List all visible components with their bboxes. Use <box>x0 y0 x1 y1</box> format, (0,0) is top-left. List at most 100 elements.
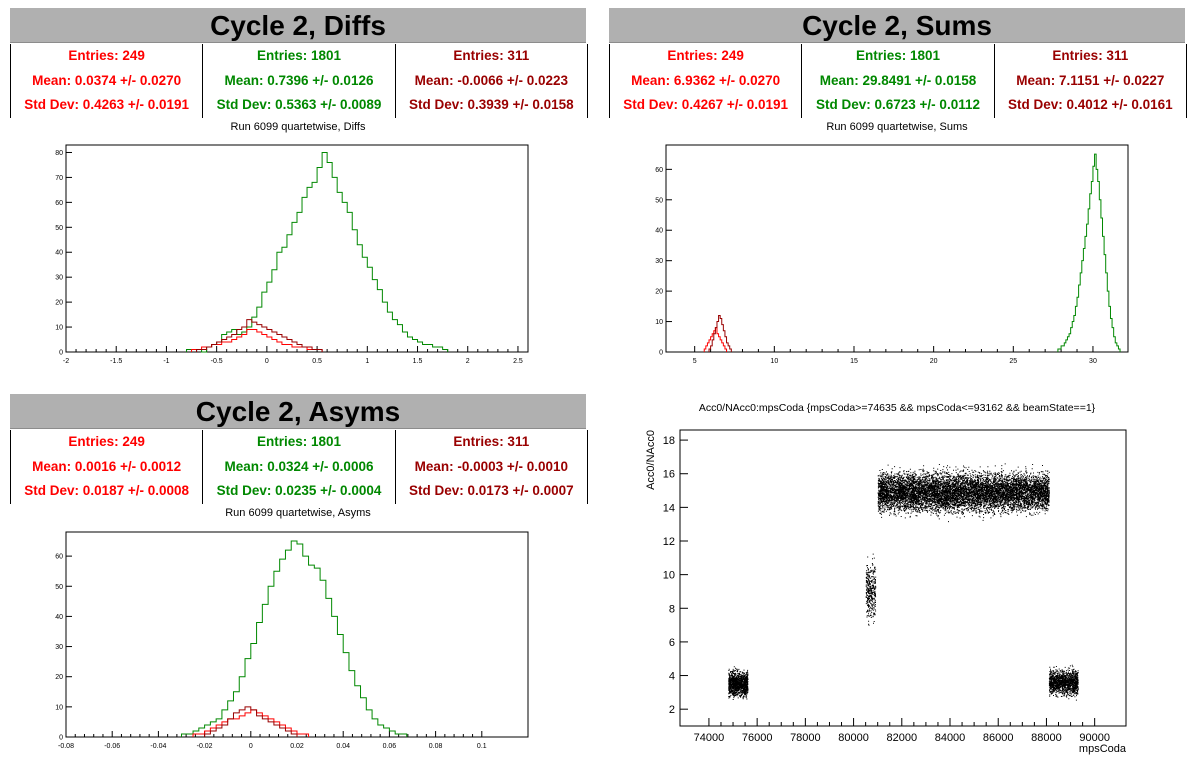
stddev-label: Std Dev: 0.4267 +/- 0.0191 <box>623 97 789 112</box>
y-tick-label: 14 <box>663 502 675 514</box>
stddev-label: Std Dev: 0.0187 +/- 0.0008 <box>24 483 190 498</box>
histogram-plot-3: -0.08 -0.06 -0.04 -0.02 0 0.02 0.04 0.06 0.08 0.1… <box>55 531 529 750</box>
stats-column-1: Entries: 249 Mean: 0.0374 +/- 0.0270 Std… <box>11 44 204 118</box>
y-tick-label: 30 <box>655 258 663 265</box>
stats-column-3: Entries: 311 Mean: 7.1151 +/- 0.0227 Std… <box>995 44 1186 118</box>
scatter-cluster-2 <box>865 553 877 626</box>
y-tick-label: 10 <box>55 704 63 711</box>
sums-title-banner: Cycle 2, Sums <box>609 8 1185 43</box>
mean-label: Mean: 0.0324 +/- 0.0006 <box>224 458 374 474</box>
entries-label: Entries: 249 <box>68 48 145 63</box>
entries-label: Entries: 1801 <box>256 434 342 449</box>
x-axis-label: mpsCoda <box>1079 743 1127 755</box>
y-tick-label: 0 <box>59 350 63 357</box>
y-tick-label: 10 <box>663 570 675 582</box>
x-tick-label: -0.06 <box>104 743 120 750</box>
x-tick-label: 30 <box>1089 358 1097 365</box>
x-tick-label: 0.04 <box>336 743 350 750</box>
y-axis-label: Acc0/NAcc0 <box>645 430 657 490</box>
stddev-label: Std Dev: 0.0235 +/- 0.0004 <box>216 483 382 498</box>
mean-label: Mean: 7.1151 +/- 0.0227 <box>1016 72 1165 88</box>
plot-frame <box>665 144 1129 353</box>
y-tick-label: 0 <box>659 350 663 357</box>
entries-label: Entries: 249 <box>68 434 145 449</box>
entries-label: Entries: 1801 <box>855 48 941 63</box>
histogram-series-1 <box>181 540 408 737</box>
y-tick-label: 10 <box>55 325 63 332</box>
y-tick-label: 16 <box>663 469 675 481</box>
diffs-stats-box: Entries: 249 Mean: 0.0374 +/- 0.0270 Std… <box>10 44 588 118</box>
y-tick-label: 40 <box>55 614 63 621</box>
x-tick-label: 88000 <box>1031 732 1062 744</box>
diffs-plot-title: Run 6099 quartetwise, Diffs <box>230 121 366 133</box>
y-tick-label: 20 <box>655 289 663 296</box>
x-tick-label: -0.04 <box>150 743 166 750</box>
stddev-label: Std Dev: 0.0173 +/- 0.0007 <box>408 483 574 498</box>
x-tick-label: 0.1 <box>477 743 487 750</box>
scatter-cluster-1 <box>728 666 749 700</box>
sums-stats-box: Entries: 249 Mean: 6.9362 +/- 0.0270 Std… <box>609 44 1187 118</box>
scatter-plot-title: Acc0/NAcc0:mpsCoda {mpsCoda>=74635 && mp… <box>698 402 1096 414</box>
entries-label: Entries: 311 <box>453 434 530 449</box>
x-tick-label: 0.02 <box>290 743 304 750</box>
mean-label: Mean: 0.0374 +/- 0.0270 <box>32 72 182 88</box>
plot-frame <box>65 144 529 353</box>
x-tick-label: 20 <box>930 358 938 365</box>
y-tick-label: 60 <box>55 554 63 561</box>
stddev-label: Std Dev: 0.5363 +/- 0.0089 <box>216 97 382 112</box>
x-tick-label: 1 <box>365 358 369 365</box>
scatter-plot: 74000 76000 78000 80000 82000 84000 86000 88000… <box>645 429 1127 755</box>
y-tick-label: 50 <box>655 197 663 204</box>
x-tick-label: 82000 <box>886 732 917 744</box>
stddev-label: Std Dev: 0.4263 +/- 0.0191 <box>24 97 190 112</box>
x-tick-label: 1.5 <box>413 358 423 365</box>
y-tick-label: 80 <box>55 150 63 157</box>
stddev-label: Std Dev: 0.4012 +/- 0.0161 <box>1007 97 1173 112</box>
x-tick-label: -0.02 <box>197 743 213 750</box>
y-tick-label: 4 <box>669 671 675 683</box>
mean-label: Mean: 6.9362 +/- 0.0270 <box>631 72 781 88</box>
y-tick-label: 50 <box>55 225 63 232</box>
histogram-series-3 <box>708 314 732 352</box>
mean-label: Mean: 0.0016 +/- 0.0012 <box>32 458 182 474</box>
asyms-title-banner: Cycle 2, Asyms <box>10 394 586 429</box>
plot-frame <box>65 531 529 738</box>
mean-label: Mean: -0.0066 +/- 0.0223 <box>414 72 569 88</box>
stats-column-2: Entries: 1801 Mean: 0.0324 +/- 0.0006 St… <box>203 430 396 504</box>
y-tick-label: 0 <box>59 735 63 742</box>
histogram-series-1 <box>1057 153 1121 352</box>
stddev-label: Std Dev: 0.3939 +/- 0.0158 <box>408 97 574 112</box>
x-tick-label: 2 <box>466 358 470 365</box>
scatter-cluster-4 <box>1048 664 1079 701</box>
x-tick-label: 15 <box>850 358 858 365</box>
x-tick-label: 0 <box>265 358 269 365</box>
y-tick-label: 6 <box>669 637 675 649</box>
y-tick-label: 60 <box>55 200 63 207</box>
x-tick-label: -0.08 <box>58 743 74 750</box>
histogram-series-3 <box>204 706 298 737</box>
y-tick-label: 30 <box>55 275 63 282</box>
x-tick-label: 0.5 <box>312 358 322 365</box>
x-tick-label: 90000 <box>1079 732 1110 744</box>
y-tick-label: 8 <box>669 603 675 615</box>
histogram-plot-2: 5 10 15 20 25 30 0 10 20 30 40 50 60 <box>655 144 1129 365</box>
stats-column-2: Entries: 1801 Mean: 29.8491 +/- 0.0158 S… <box>802 44 995 118</box>
histogram-series-3 <box>196 319 323 352</box>
plot-frame <box>679 429 1127 727</box>
histogram-series-1 <box>186 151 449 353</box>
x-tick-label: 25 <box>1009 358 1017 365</box>
y-tick-label: 12 <box>663 536 675 548</box>
y-tick-label: 70 <box>55 175 63 182</box>
x-tick-label: 0 <box>249 743 253 750</box>
x-tick-label: -2 <box>63 358 69 365</box>
asyms-stats-box: Entries: 249 Mean: 0.0016 +/- 0.0012 Std… <box>10 430 588 504</box>
y-tick-label: 30 <box>55 644 63 651</box>
y-tick-label: 10 <box>655 319 663 326</box>
y-tick-label: 20 <box>55 300 63 307</box>
x-tick-label: 86000 <box>983 732 1014 744</box>
x-tick-label: 0.06 <box>383 743 397 750</box>
entries-label: Entries: 311 <box>453 48 530 63</box>
stats-column-3: Entries: 311 Mean: -0.0066 +/- 0.0223 St… <box>396 44 587 118</box>
x-tick-label: 84000 <box>935 732 966 744</box>
